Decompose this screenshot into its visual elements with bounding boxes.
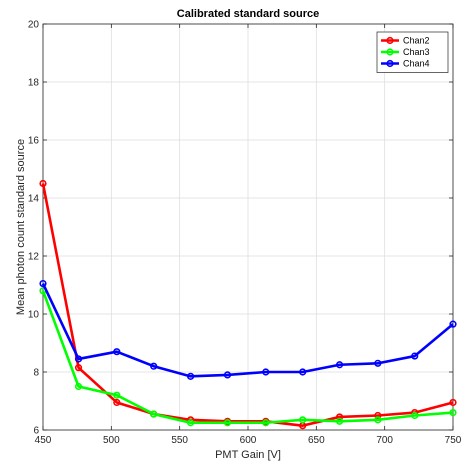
x-tick-label: 500 [103, 435, 120, 446]
legend-label: Chan4 [403, 59, 430, 69]
x-tick-label: 600 [240, 435, 257, 446]
y-tick-label: 8 [33, 368, 39, 379]
legend-label: Chan2 [403, 36, 430, 46]
y-tick-label: 14 [28, 194, 40, 205]
y-tick-label: 10 [28, 310, 40, 321]
x-tick-label: 450 [35, 435, 52, 446]
y-tick-label: 20 [28, 20, 40, 31]
x-tick-label: 550 [171, 435, 188, 446]
y-axis-label: Mean photon count standard source [15, 139, 27, 315]
y-tick-label: 18 [28, 78, 40, 89]
chart-title: Calibrated standard source [177, 8, 319, 20]
x-tick-label: 750 [445, 435, 462, 446]
x-axis-label: PMT Gain [V] [215, 449, 281, 461]
x-tick-label: 650 [308, 435, 325, 446]
y-tick-label: 16 [28, 136, 40, 147]
legend-label: Chan3 [403, 47, 430, 57]
y-tick-label: 12 [28, 252, 40, 263]
x-tick-label: 700 [376, 435, 393, 446]
y-tick-label: 6 [33, 426, 39, 437]
